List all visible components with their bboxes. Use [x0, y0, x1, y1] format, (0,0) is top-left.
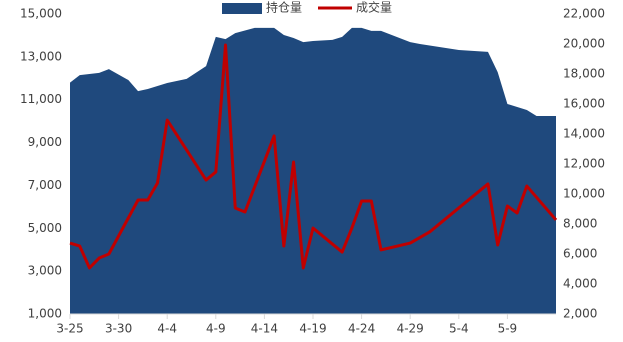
- x-tick-label: 4-14: [251, 322, 278, 336]
- y2-tick-label: 18,000: [563, 67, 605, 81]
- y-tick-label: 11,000: [20, 92, 62, 106]
- y2-tick-label: 16,000: [563, 97, 605, 111]
- y2-tick-label: 14,000: [563, 127, 605, 141]
- x-tick-label: 5-9: [498, 322, 518, 336]
- area: [70, 27, 556, 315]
- y2-tick-label: 10,000: [563, 187, 605, 201]
- y2-tick-label: 8,000: [563, 217, 597, 231]
- x-tick-label: 5-4: [449, 322, 469, 336]
- legend-swatch: [222, 3, 262, 14]
- y-tick-label: 15,000: [20, 7, 62, 21]
- x-tick-label: 4-9: [206, 322, 226, 336]
- y-tick-label: 13,000: [20, 49, 62, 63]
- y-tick-label: 3,000: [28, 264, 62, 278]
- y2-tick-label: 6,000: [563, 247, 597, 261]
- x-tick-label: 4-29: [397, 322, 424, 336]
- y2-tick-label: 20,000: [563, 37, 605, 51]
- y2-tick-label: 22,000: [563, 7, 605, 21]
- x-tick-label: 3-30: [105, 322, 132, 336]
- line: [69, 43, 558, 270]
- y-tick-label: 1,000: [28, 307, 62, 321]
- x-tick-label: 4-19: [299, 322, 326, 336]
- y2-tick-label: 2,000: [563, 307, 597, 321]
- y2-tick-label: 12,000: [563, 157, 605, 171]
- legend-label: 成交量: [356, 0, 392, 15]
- x-tick-label: 3-25: [56, 322, 83, 336]
- x-tick-label: 4-24: [348, 322, 375, 336]
- y-tick-label: 7,000: [28, 178, 62, 192]
- legend-label: 持仓量: [266, 0, 302, 15]
- y-tick-label: 9,000: [28, 135, 62, 149]
- y-tick-label: 5,000: [28, 221, 62, 235]
- y2-tick-label: 4,000: [563, 277, 597, 291]
- x-tick-label: 4-4: [157, 322, 177, 336]
